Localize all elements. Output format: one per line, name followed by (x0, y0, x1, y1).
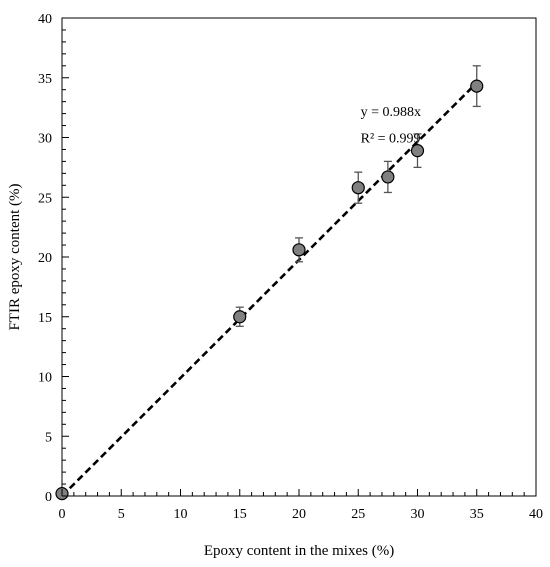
data-point (410, 144, 425, 158)
x-tick-label: 0 (59, 507, 66, 522)
y-axis-title: FTIR epoxy content (%) (7, 183, 23, 330)
y-tick-label: 30 (38, 132, 52, 147)
x-tick-label: 10 (174, 507, 188, 522)
fit-line (61, 81, 478, 497)
y-tick-label: 20 (38, 251, 52, 266)
data-point (470, 79, 484, 93)
x-tick-label: 35 (470, 507, 484, 522)
data-point (381, 170, 395, 184)
data-point (233, 310, 247, 324)
r-squared-label: R² = 0.999 (361, 131, 421, 146)
y-axis-ticks: 0 5 10 15 20 25 30 35 40 (38, 12, 69, 505)
x-tick-label: 15 (233, 507, 247, 522)
x-tick-label: 40 (529, 507, 543, 522)
x-axis-ticks: 0 5 10 15 20 25 30 35 40 (59, 489, 543, 522)
x-tick-label: 5 (118, 507, 125, 522)
data-point (292, 243, 306, 257)
y-tick-label: 10 (38, 371, 52, 386)
y-tick-label: 0 (45, 490, 52, 505)
x-axis-title: Epoxy content in the mixes (%) (204, 543, 394, 559)
y-tick-label: 35 (38, 72, 52, 87)
x-tick-label: 30 (411, 507, 425, 522)
x-tick-label: 20 (292, 507, 306, 522)
data-point-layer (55, 79, 484, 501)
y-tick-label: 40 (38, 12, 52, 27)
y-tick-label: 5 (45, 430, 52, 445)
y-tick-label: 25 (38, 191, 52, 206)
data-point (351, 181, 365, 195)
equation-label: y = 0.988x (361, 105, 421, 120)
x-tick-label: 25 (351, 507, 365, 522)
fit-line-layer (61, 81, 478, 497)
y-tick-label: 15 (38, 311, 52, 326)
